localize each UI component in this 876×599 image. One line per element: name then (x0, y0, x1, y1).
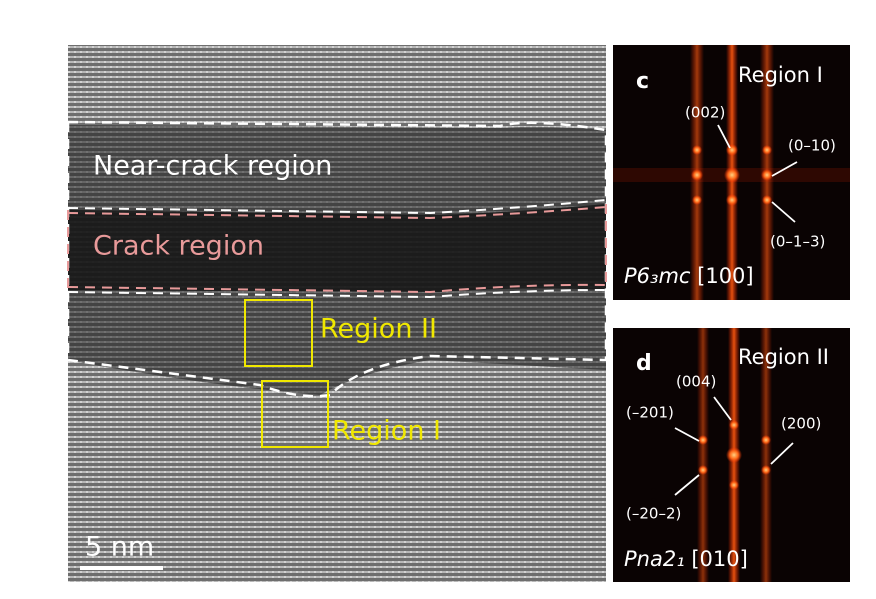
spot-label: (0–1–3) (770, 233, 825, 251)
spot-label: (002) (685, 104, 725, 122)
region-label: Region I (332, 416, 441, 447)
spot-label: (200) (781, 415, 821, 433)
space-group: P6₃mc [100] (624, 264, 754, 288)
scale-bar-label: 5 nm (85, 532, 154, 563)
spot-label: (–201) (626, 404, 674, 422)
panel-region: Region I (738, 63, 823, 87)
region-label: Crack region (93, 231, 264, 262)
micrograph (66, 45, 608, 582)
space-group-name: P6₃mc (624, 264, 691, 288)
panel-letter: c (636, 69, 649, 94)
region-label: Region II (320, 314, 437, 345)
space-group: Pna2₁ [010] (624, 547, 748, 571)
spot-label: (004) (676, 373, 716, 391)
zone-axis: [010] (691, 547, 747, 571)
space-group-name: Pna2₁ (624, 547, 685, 571)
fft-panel (613, 328, 850, 582)
panel-region: Region II (738, 345, 829, 369)
spot-label: (0–10) (788, 137, 836, 155)
zone-axis: [100] (697, 264, 753, 288)
spot-label: (–20–2) (626, 505, 681, 523)
panel-letter: d (636, 351, 652, 376)
fft-panel (613, 45, 850, 300)
region-label: Near-crack region (93, 151, 332, 182)
